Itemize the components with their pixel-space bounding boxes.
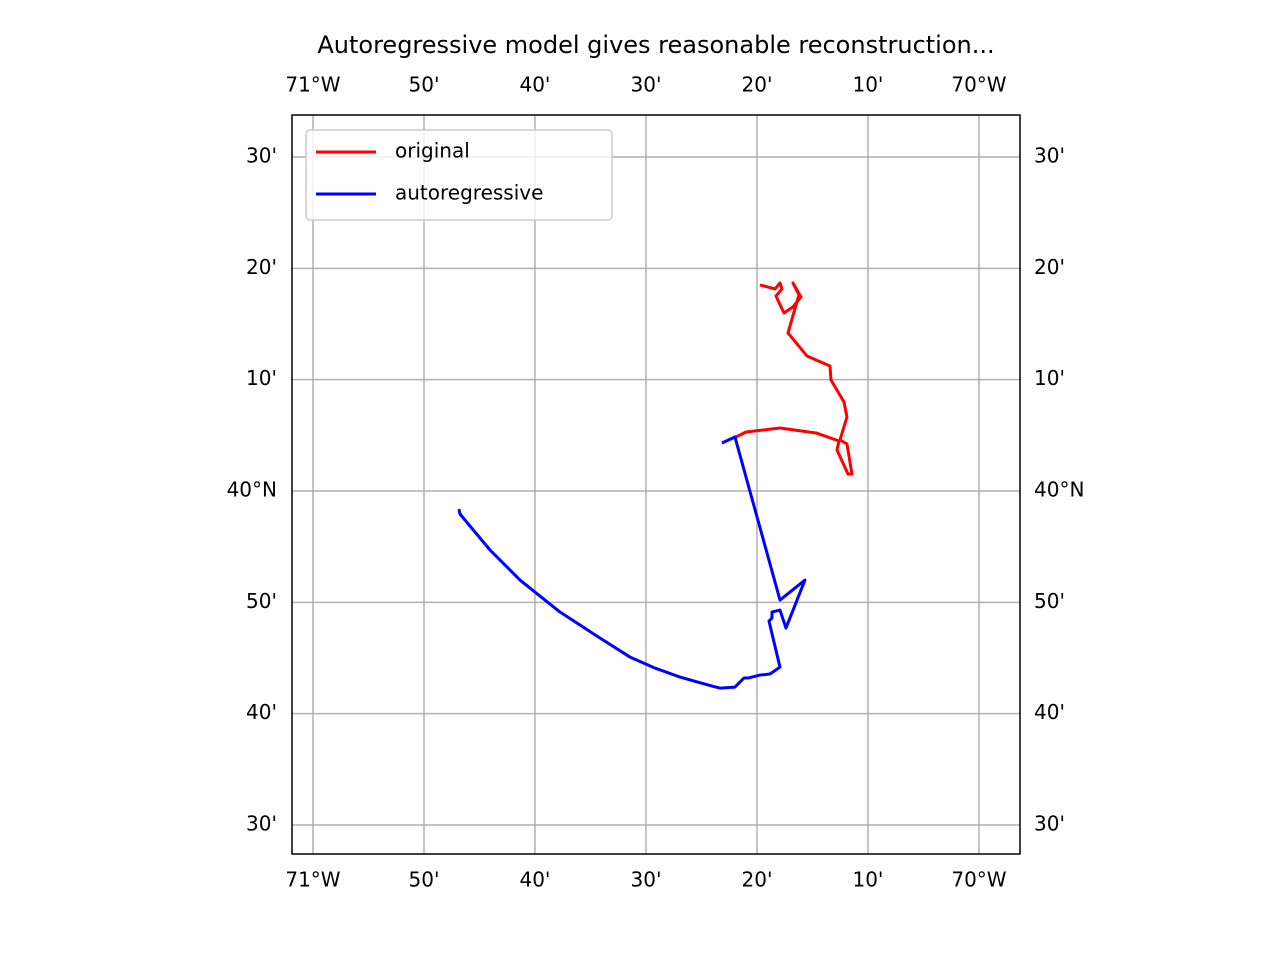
x-tick-label: 10' [852, 73, 883, 97]
x-tick-label: 30' [631, 73, 662, 97]
x-tick-label: 20' [742, 868, 773, 892]
x-tick-label: 71°W [285, 868, 340, 892]
series-line [735, 281, 854, 476]
x-tick-label: 50' [409, 868, 440, 892]
x-tick-label: 20' [742, 73, 773, 97]
plot-frame [291, 114, 1021, 855]
y-tick-label: 10' [246, 366, 277, 390]
x-tick-label: 40' [519, 73, 550, 97]
x-tick-label: 10' [852, 868, 883, 892]
x-tick-label: 70°W [951, 73, 1006, 97]
y-tick-label: 20' [1034, 255, 1065, 279]
y-tick-label: 30' [1034, 144, 1065, 168]
x-tick-label: 70°W [951, 868, 1006, 892]
legend: original autoregressive [305, 129, 613, 221]
y-tick-label: 20' [246, 255, 277, 279]
chart-title: Autoregressive model gives reasonable re… [317, 31, 994, 59]
y-tick-label: 30' [246, 812, 277, 836]
x-tick-label: 30' [631, 868, 662, 892]
y-tick-label: 30' [246, 144, 277, 168]
y-tick-label: 30' [1034, 812, 1065, 836]
legend-label: autoregressive [395, 181, 543, 205]
y-tick-label: 40' [246, 700, 277, 724]
y-tick-label: 10' [1034, 366, 1065, 390]
y-tick-label: 40°N [227, 478, 277, 502]
x-tick-label: 50' [409, 73, 440, 97]
y-tick-label: 50' [246, 589, 277, 613]
legend-label: original [395, 139, 470, 163]
x-tick-label: 71°W [285, 73, 340, 97]
y-tick-label: 40' [1034, 700, 1065, 724]
series-line [457, 435, 807, 690]
y-tick-label: 40°N [1034, 478, 1084, 502]
legend-box [305, 129, 613, 221]
x-tick-label: 40' [519, 868, 550, 892]
y-tick-label: 50' [1034, 589, 1065, 613]
